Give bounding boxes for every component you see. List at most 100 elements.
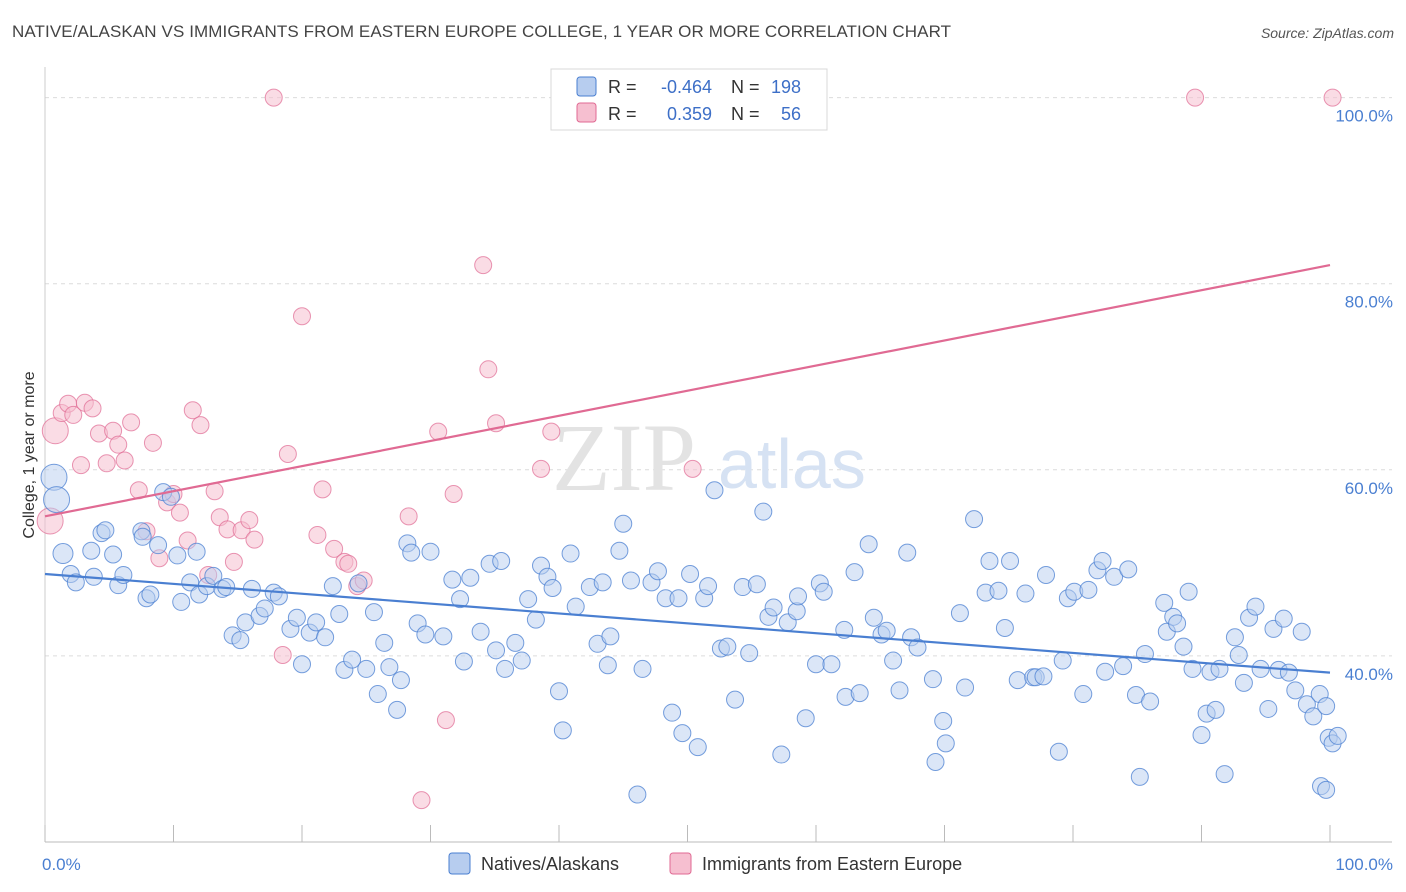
point-natives [726,690,745,709]
point-immigrants [71,456,90,475]
point-natives [1246,597,1265,616]
point-natives [1049,742,1068,761]
point-natives [1141,692,1160,711]
point-natives [293,655,311,674]
bottom-legend-label-blue: Natives/Alaskans [481,854,619,874]
point-natives [443,570,462,589]
point-natives [471,622,490,641]
point-natives [705,481,724,500]
point-natives [561,544,580,563]
point-immigrants [264,88,283,107]
point-natives [104,545,123,564]
point-natives [908,638,927,657]
point-natives [890,681,909,700]
point-immigrants [273,645,292,664]
point-natives [663,703,682,722]
point-natives [601,627,620,646]
point-natives [845,563,864,582]
point-natives [487,641,506,660]
legend-r-label-blue: R = [608,77,637,97]
point-natives [1053,651,1072,670]
point-natives [1206,700,1225,719]
legend-swatch-pink [576,102,597,123]
watermark: ZIP atlas [552,404,866,511]
legend-n-label-pink: N = [731,104,760,124]
point-natives [850,684,869,703]
point-immigrants [278,444,297,463]
series-natives-alaskans [40,463,1347,804]
point-natives [496,659,515,678]
legend-r-label-pink: R = [608,104,637,124]
point-natives [740,644,759,663]
legend-r-value-pink: 0.359 [667,104,712,124]
point-natives [754,502,773,521]
point-natives [1037,565,1056,584]
point-natives [807,655,825,674]
point-natives [648,562,667,581]
y-tick-label-2: 80.0% [1345,293,1393,312]
legend-swatch-blue [576,76,597,97]
point-immigrants [532,459,551,478]
legend-n-value-blue: 198 [771,77,801,97]
point-immigrants [1323,88,1342,107]
point-natives [598,656,617,675]
point-natives [1079,580,1098,599]
point-natives [1304,707,1323,726]
point-immigrants [399,507,418,526]
point-natives [1229,645,1248,664]
point-natives [1155,593,1174,612]
point-natives [375,633,394,652]
source-label: Source: ZipAtlas.com [1260,25,1394,41]
point-natives [681,565,700,584]
point-immigrants [436,711,455,730]
point-immigrants [339,554,358,573]
point-immigrants [122,413,141,432]
point-natives [402,543,421,562]
point-natives [764,598,783,617]
trend-line-immigrants [44,264,1331,518]
point-immigrants [542,422,561,441]
point-natives [1192,725,1211,744]
point-natives [231,631,250,650]
point-natives [141,585,160,604]
point-natives [388,700,407,719]
point-natives [1328,726,1347,745]
point-natives [1074,685,1093,704]
point-natives [995,618,1014,637]
point-natives [82,541,101,560]
point-immigrants [293,307,311,326]
point-natives [364,603,383,622]
bottom-legend: Natives/Alaskans Immigrants from Eastern… [448,852,962,875]
point-natives [1179,582,1198,601]
point-natives [168,546,187,565]
point-natives [512,651,531,670]
point-immigrants [245,530,264,549]
point-natives [343,650,362,669]
point-immigrants [1186,88,1205,107]
point-natives [965,510,984,529]
point-natives [543,578,562,597]
watermark-zip: ZIP [552,404,696,511]
point-immigrants [308,525,327,544]
point-natives [718,637,737,656]
point-immigrants [412,791,431,810]
point-natives [1317,780,1336,799]
point-natives [864,608,883,627]
point-natives [287,608,306,627]
point-natives [1225,628,1244,647]
point-natives [1105,567,1124,586]
y-tick-label-1: 60.0% [1345,479,1393,498]
point-natives [421,542,440,561]
legend-n-value-pink: 56 [781,104,801,124]
x-tick-label-max: 100.0% [1335,855,1393,874]
point-natives [52,543,74,565]
point-immigrants [191,416,210,435]
point-natives [461,568,480,587]
point-natives [747,575,766,594]
point-natives [1174,637,1193,656]
point-natives [1114,657,1133,676]
legend-box: R = -0.464 N = 198 R = 0.359 N = 56 [550,68,828,131]
point-natives [181,573,200,592]
point-natives [1016,584,1035,603]
point-immigrants [97,454,116,473]
